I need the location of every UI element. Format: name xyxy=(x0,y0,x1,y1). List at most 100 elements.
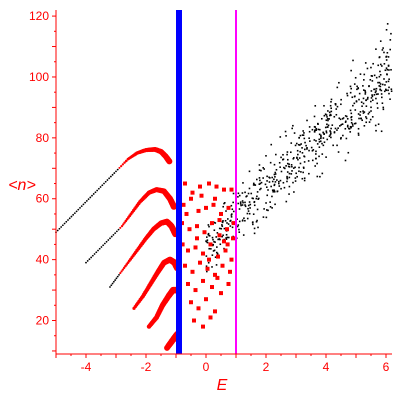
black-point xyxy=(339,118,342,121)
black-point xyxy=(230,213,233,215)
black-point xyxy=(244,205,247,208)
black-point xyxy=(383,78,385,80)
black-point xyxy=(313,130,316,133)
black-point xyxy=(374,91,377,94)
black-point xyxy=(273,178,275,181)
black-point xyxy=(378,75,381,78)
branch-point xyxy=(99,186,102,188)
black-point xyxy=(242,234,245,236)
black-point xyxy=(252,223,254,226)
black-point xyxy=(375,87,378,90)
black-point xyxy=(265,209,268,211)
black-point xyxy=(328,135,331,138)
black-point xyxy=(208,225,210,228)
black-point xyxy=(266,180,268,182)
black-point xyxy=(301,147,303,149)
black-point xyxy=(365,105,368,107)
black-point xyxy=(389,39,392,41)
black-point xyxy=(379,83,382,85)
branch-point xyxy=(85,200,88,202)
black-point xyxy=(345,137,348,140)
axes: -4 -2 0 2 4 6 20 40 60 80 100 120 xyxy=(29,9,392,374)
branch-point xyxy=(67,219,69,221)
black-point xyxy=(264,183,267,186)
black-point xyxy=(301,152,304,154)
black-point xyxy=(338,117,341,120)
y-tick-label: 40 xyxy=(36,253,50,267)
black-point xyxy=(273,190,276,193)
branch-point xyxy=(120,270,123,273)
black-point xyxy=(314,165,316,167)
black-point xyxy=(379,63,382,66)
black-point xyxy=(252,182,255,185)
black-point xyxy=(315,140,317,142)
black-point xyxy=(349,131,352,133)
red-point xyxy=(228,269,232,274)
branch-point xyxy=(97,249,99,252)
black-point xyxy=(286,162,289,165)
black-point xyxy=(288,185,291,188)
black-point xyxy=(298,136,300,139)
black-point xyxy=(271,180,274,183)
black-point xyxy=(370,106,372,109)
black-point xyxy=(354,109,357,111)
black-point xyxy=(358,117,360,120)
black-point xyxy=(242,201,244,204)
black-point xyxy=(326,123,328,126)
black-point xyxy=(378,81,381,84)
black-point xyxy=(350,87,353,90)
black-point xyxy=(303,161,306,163)
black-point xyxy=(291,170,293,172)
red-point xyxy=(193,245,198,250)
black-point xyxy=(325,156,327,158)
black-point xyxy=(327,110,329,112)
black-point xyxy=(300,143,302,145)
branch-point xyxy=(85,261,87,264)
black-point xyxy=(307,160,310,162)
black-point xyxy=(327,126,329,128)
black-point xyxy=(215,236,218,238)
branch-point xyxy=(96,189,99,192)
black-point xyxy=(366,67,369,70)
black-point xyxy=(364,89,366,92)
red-point xyxy=(190,190,195,195)
red-point xyxy=(202,230,207,235)
black-point xyxy=(278,185,281,187)
branch-point xyxy=(84,201,87,204)
black-point xyxy=(286,158,289,161)
black-point xyxy=(226,236,229,239)
black-point xyxy=(253,200,256,203)
black-point xyxy=(283,186,286,189)
red-point xyxy=(207,181,211,186)
black-point xyxy=(280,170,283,173)
black-point xyxy=(271,189,274,192)
black-point xyxy=(330,110,333,113)
black-point xyxy=(317,122,319,125)
red-point xyxy=(186,281,190,286)
black-point xyxy=(334,103,337,105)
branch-point xyxy=(124,159,128,163)
black-point xyxy=(329,114,331,117)
branch-point xyxy=(123,161,126,164)
black-point xyxy=(362,89,365,91)
black-point xyxy=(304,148,306,151)
branch-point xyxy=(120,225,124,228)
black-point xyxy=(341,123,344,126)
black-point xyxy=(345,115,348,118)
branch-point xyxy=(113,172,116,174)
black-point xyxy=(211,236,214,239)
black-point xyxy=(308,126,311,128)
black-point xyxy=(390,32,392,35)
black-point xyxy=(326,116,328,118)
black-point xyxy=(298,170,300,173)
black-point xyxy=(335,108,338,110)
red-point xyxy=(222,187,226,192)
red-point xyxy=(190,269,195,274)
black-point xyxy=(243,217,245,220)
black-point xyxy=(321,153,324,155)
branch-point xyxy=(119,226,122,229)
black-point xyxy=(218,238,221,240)
black-point xyxy=(363,125,366,127)
branch-point xyxy=(98,247,101,250)
black-point xyxy=(297,153,299,156)
